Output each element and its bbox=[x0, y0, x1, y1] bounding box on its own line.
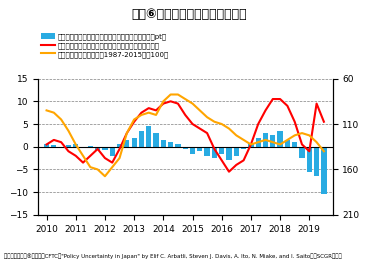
Bar bbox=[146, 126, 151, 147]
Bar bbox=[234, 147, 239, 156]
Bar bbox=[219, 147, 224, 154]
Bar bbox=[95, 147, 100, 150]
Bar bbox=[153, 133, 159, 147]
Bar bbox=[212, 147, 217, 158]
Bar bbox=[59, 147, 64, 148]
Bar bbox=[285, 140, 290, 147]
Bar bbox=[102, 147, 108, 150]
Bar bbox=[183, 147, 188, 149]
Bar bbox=[270, 135, 276, 147]
Text: （出所：：図表⑤の出所、CFTC、"Policy Uncertainty in Japan" by Elif C. Arbatli, Steven J. Dav: （出所：：図表⑤の出所、CFTC、"Policy Uncertainty in … bbox=[4, 254, 342, 259]
Bar bbox=[139, 131, 144, 147]
Bar bbox=[204, 147, 210, 156]
Bar bbox=[277, 131, 283, 147]
Bar bbox=[263, 133, 268, 147]
Legend: 為替レート前期同月比の差（＝実績値－理論値、％pt）, 投資家・投機筋（＝売り－買い、非商業部門、万枚）, 政策不確実性指数（右、1987-2015年＝100）: 為替レート前期同月比の差（＝実績値－理論値、％pt）, 投資家・投機筋（＝売り－… bbox=[38, 30, 172, 61]
Bar bbox=[66, 145, 71, 147]
Bar bbox=[321, 147, 327, 194]
Bar bbox=[44, 144, 49, 147]
Bar bbox=[117, 144, 122, 147]
Bar bbox=[110, 147, 115, 156]
Bar bbox=[226, 147, 232, 160]
Bar bbox=[132, 138, 137, 147]
Bar bbox=[124, 140, 129, 147]
Bar bbox=[256, 138, 261, 147]
Bar bbox=[175, 144, 181, 147]
Bar bbox=[161, 140, 166, 147]
Bar bbox=[190, 147, 195, 154]
Bar bbox=[299, 147, 305, 158]
Bar bbox=[51, 145, 56, 147]
Bar bbox=[197, 147, 203, 151]
Bar bbox=[248, 144, 254, 147]
Bar bbox=[307, 147, 312, 172]
Bar bbox=[241, 147, 246, 149]
Bar bbox=[81, 147, 86, 148]
Text: 図表⑥　投機筋の動向と不確実性: 図表⑥ 投機筋の動向と不確実性 bbox=[131, 8, 247, 21]
Bar bbox=[88, 146, 93, 147]
Bar bbox=[292, 142, 297, 147]
Bar bbox=[314, 147, 319, 176]
Bar bbox=[168, 142, 173, 147]
Bar bbox=[73, 144, 78, 147]
